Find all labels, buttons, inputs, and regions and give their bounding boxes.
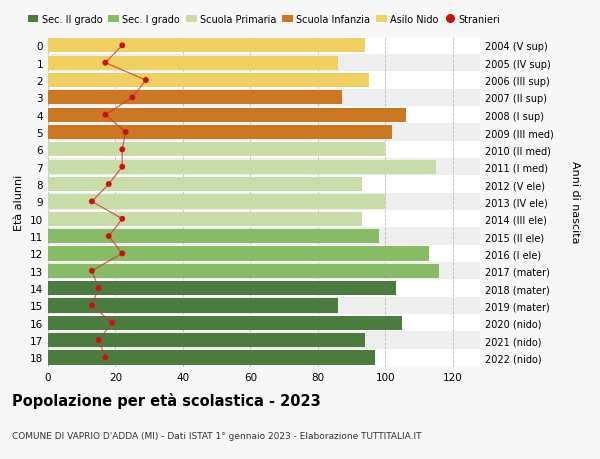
Point [94, 337, 103, 344]
Bar [48, 245, 480, 263]
Point [101, 354, 110, 361]
Point [104, 181, 113, 188]
Text: Popolazione per età scolastica - 2023: Popolazione per età scolastica - 2023 [12, 392, 321, 409]
Point [118, 146, 127, 154]
Bar [48, 55, 480, 72]
Bar [48, 211, 480, 228]
Point [128, 95, 137, 102]
Point [94, 285, 103, 292]
Point [101, 112, 110, 119]
Legend: Sec. II grado, Sec. I grado, Scuola Primaria, Scuola Infanzia, Asilo Nido, Stran: Sec. II grado, Sec. I grado, Scuola Prim… [24, 11, 504, 28]
Bar [48, 228, 480, 245]
Bar [48, 299, 338, 313]
Bar [48, 212, 362, 226]
Point [101, 60, 110, 67]
Point [118, 164, 127, 171]
Point [107, 319, 117, 327]
Bar [48, 143, 385, 157]
Bar [48, 107, 480, 124]
Bar [48, 91, 341, 105]
Bar [48, 314, 480, 332]
Bar [48, 176, 480, 193]
Bar [48, 39, 365, 53]
Bar [48, 38, 480, 55]
Point [87, 268, 97, 275]
Point [141, 77, 151, 84]
Bar [48, 124, 480, 141]
Bar [48, 159, 480, 176]
Bar [48, 247, 430, 261]
Point [87, 198, 97, 206]
Point [118, 216, 127, 223]
Bar [48, 264, 439, 278]
Y-axis label: Età alunni: Età alunni [14, 174, 25, 230]
Bar [48, 230, 379, 244]
Bar [48, 160, 436, 174]
Bar [48, 349, 480, 366]
Bar [48, 280, 480, 297]
Bar [48, 333, 365, 347]
Bar [48, 193, 480, 211]
Bar [48, 316, 403, 330]
Point [104, 233, 113, 240]
Point [121, 129, 130, 136]
Bar [48, 90, 480, 107]
Bar [48, 74, 368, 88]
Bar [48, 141, 480, 159]
Bar [48, 126, 392, 140]
Bar [48, 56, 338, 71]
Point [87, 302, 97, 309]
Bar [48, 178, 362, 192]
Bar [48, 263, 480, 280]
Point [118, 43, 127, 50]
Bar [48, 108, 406, 123]
Bar [48, 332, 480, 349]
Bar [48, 297, 480, 314]
Y-axis label: Anni di nascita: Anni di nascita [570, 161, 580, 243]
Bar [48, 72, 480, 90]
Bar [48, 351, 376, 365]
Bar [48, 195, 385, 209]
Text: COMUNE DI VAPRIO D'ADDA (MI) - Dati ISTAT 1° gennaio 2023 - Elaborazione TUTTITA: COMUNE DI VAPRIO D'ADDA (MI) - Dati ISTA… [12, 431, 421, 441]
Bar [48, 281, 395, 296]
Point [118, 250, 127, 257]
